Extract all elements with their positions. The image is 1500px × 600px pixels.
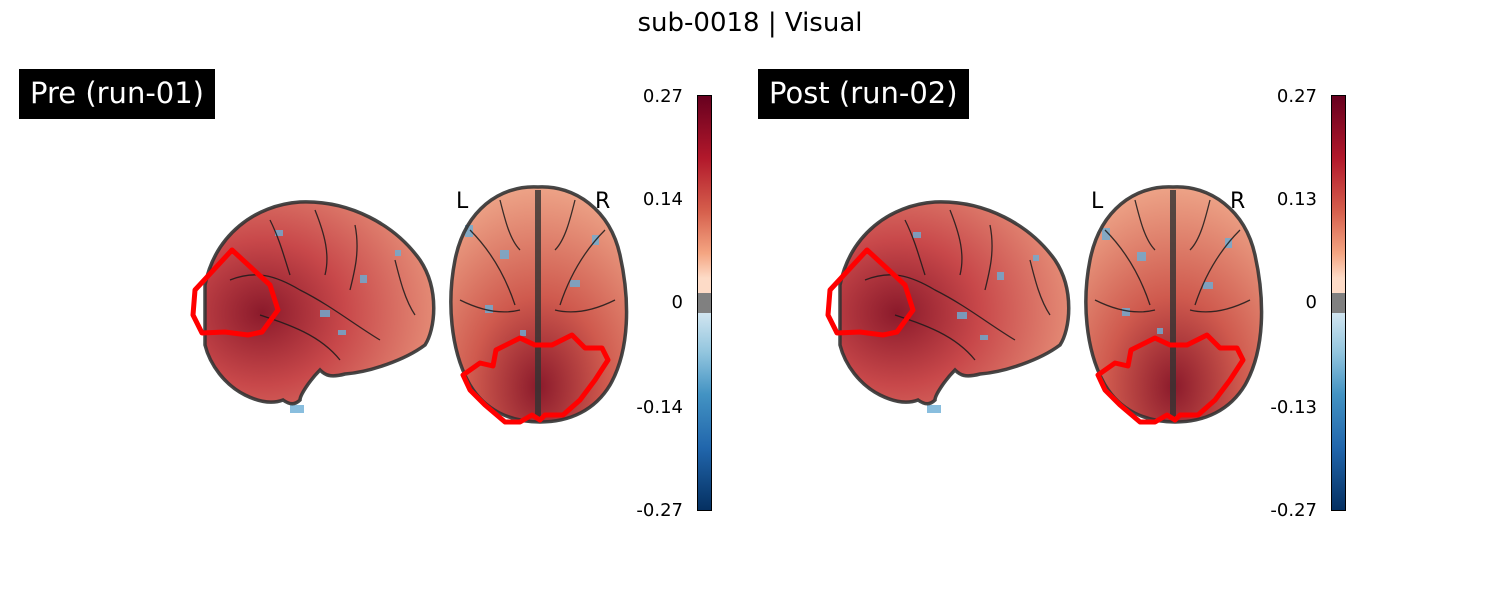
roi-outline-sagittal: [190, 247, 281, 338]
colorbar-tick: 0.13: [1276, 189, 1317, 210]
sagittal-view: [825, 200, 1071, 413]
roi-outline-axial: [1095, 332, 1246, 425]
colorbar-tick: 0.27: [642, 86, 683, 107]
colorbar-tick: -0.14: [636, 397, 683, 418]
colorbar-tick: 0.27: [1276, 86, 1317, 107]
colorbar-tick: -0.27: [636, 500, 683, 521]
axial-sulci: [459, 199, 616, 313]
glass-brain-pre: [190, 185, 629, 425]
colorbar-tick: -0.27: [1270, 500, 1317, 521]
sagittal-outline: [838, 200, 1071, 406]
colorbar: [697, 95, 712, 511]
axial-sulci: [1094, 199, 1251, 313]
orientation-left-label: L: [456, 189, 469, 214]
orientation-left-label: L: [1091, 189, 1104, 214]
panel-pre: Pre (run-01): [0, 60, 712, 580]
colorbar-tick: -0.13: [1270, 397, 1317, 418]
colorbar: [1331, 95, 1346, 511]
orientation-right-label: R: [595, 189, 611, 214]
axial-view: [1084, 185, 1264, 425]
orientation-right-label: R: [1230, 189, 1246, 214]
roi-outline-axial: [460, 332, 611, 425]
figure-title: sub-0018 | Visual: [637, 8, 863, 38]
panel-label-pre: Pre (run-01): [19, 69, 215, 119]
sagittal-sulci: [864, 209, 1051, 361]
sagittal-view: [190, 200, 436, 413]
colorbar-tick: 0.14: [642, 189, 683, 210]
colorbar-tick: 0: [671, 292, 683, 313]
sagittal-outline: [203, 200, 436, 406]
negative-voxels-sagittal: [275, 230, 401, 413]
sagittal-activation-map: [840, 201, 1069, 404]
sagittal-activation-map: [205, 201, 434, 404]
axial-view: [449, 185, 629, 425]
panel-post: Post (run-02): [635, 60, 1346, 580]
roi-outline-sagittal: [825, 247, 916, 338]
glass-brain-post: [825, 185, 1264, 425]
panel-label-post: Post (run-02): [758, 69, 969, 119]
sagittal-sulci: [229, 209, 416, 361]
colorbar-tick: 0: [1305, 292, 1317, 313]
negative-voxels-sagittal: [913, 232, 1039, 413]
